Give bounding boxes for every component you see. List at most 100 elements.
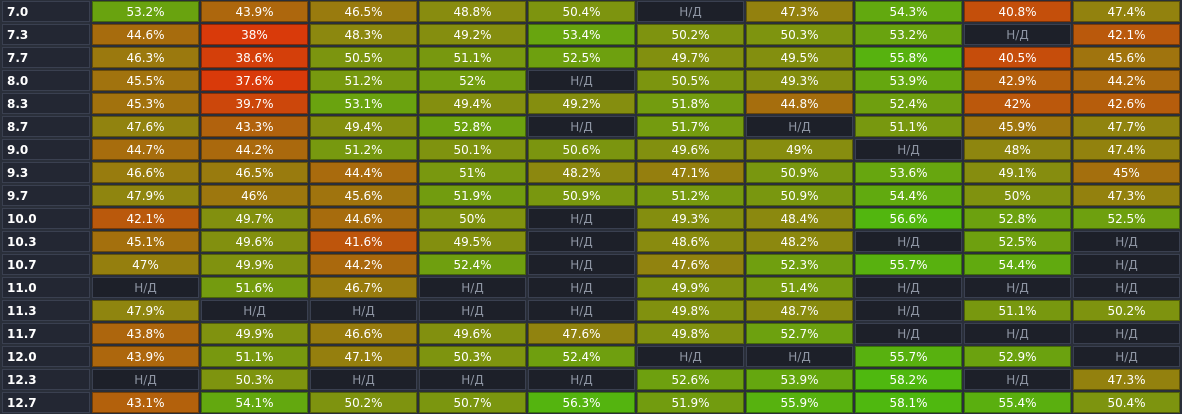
na-cell: Н/Д — [855, 231, 962, 252]
row-label: 7.3 — [2, 24, 90, 45]
value-cell: 49.6% — [637, 139, 744, 160]
value-cell: 50.2% — [310, 392, 417, 413]
value-cell: 38.6% — [201, 47, 308, 68]
row-label: 10.0 — [2, 208, 90, 229]
value-cell: 50.6% — [528, 139, 635, 160]
value-cell: 50.4% — [1073, 392, 1180, 413]
value-cell: 50.1% — [419, 139, 526, 160]
row-label: 12.7 — [2, 392, 90, 413]
value-cell: 52.9% — [964, 346, 1071, 367]
row-label: 7.0 — [2, 1, 90, 22]
value-cell: 52.8% — [964, 208, 1071, 229]
value-cell: 49.7% — [637, 47, 744, 68]
na-cell: Н/Д — [419, 369, 526, 390]
value-cell: 52% — [419, 70, 526, 91]
value-cell: 54.1% — [201, 392, 308, 413]
value-cell: 53.2% — [855, 24, 962, 45]
na-cell: Н/Д — [528, 254, 635, 275]
na-cell: Н/Д — [528, 70, 635, 91]
value-cell: 47.3% — [1073, 185, 1180, 206]
value-cell: 47.6% — [637, 254, 744, 275]
value-cell: 51.9% — [637, 392, 744, 413]
value-cell: 51.7% — [637, 116, 744, 137]
value-cell: 42.9% — [964, 70, 1071, 91]
value-cell: 51.1% — [419, 47, 526, 68]
value-cell: 50.2% — [1073, 300, 1180, 321]
value-cell: 52.4% — [855, 93, 962, 114]
na-cell: Н/Д — [528, 208, 635, 229]
value-cell: 45.5% — [92, 70, 199, 91]
na-cell: Н/Д — [310, 300, 417, 321]
value-cell: 49.9% — [201, 323, 308, 344]
value-cell: 54.4% — [964, 254, 1071, 275]
value-cell: 49.8% — [637, 300, 744, 321]
value-cell: 47.6% — [92, 116, 199, 137]
value-cell: 48.2% — [746, 231, 853, 252]
row-label: 10.3 — [2, 231, 90, 252]
value-cell: 52.6% — [637, 369, 744, 390]
value-cell: 50.9% — [746, 185, 853, 206]
na-cell: Н/Д — [1073, 323, 1180, 344]
na-cell: Н/Д — [528, 116, 635, 137]
value-cell: 52.5% — [964, 231, 1071, 252]
value-cell: 47.3% — [746, 1, 853, 22]
value-cell: 37.6% — [201, 70, 308, 91]
value-cell: 38% — [201, 24, 308, 45]
value-cell: 44.6% — [92, 24, 199, 45]
value-cell: 45% — [1073, 162, 1180, 183]
na-cell: Н/Д — [310, 369, 417, 390]
na-cell: Н/Д — [855, 300, 962, 321]
row-label: 8.0 — [2, 70, 90, 91]
value-cell: 53.9% — [746, 369, 853, 390]
value-cell: 50.9% — [528, 185, 635, 206]
value-cell: 54.4% — [855, 185, 962, 206]
value-cell: 49.3% — [746, 70, 853, 91]
value-cell: 48% — [964, 139, 1071, 160]
value-cell: 45.6% — [1073, 47, 1180, 68]
value-cell: 44.2% — [310, 254, 417, 275]
na-cell: Н/Д — [964, 277, 1071, 298]
na-cell: Н/Д — [419, 277, 526, 298]
value-cell: 47.9% — [92, 185, 199, 206]
value-cell: 49.9% — [201, 254, 308, 275]
row-label: 7.7 — [2, 47, 90, 68]
value-cell: 47.4% — [1073, 139, 1180, 160]
value-cell: 50.7% — [419, 392, 526, 413]
value-cell: 44.6% — [310, 208, 417, 229]
value-cell: 47.1% — [310, 346, 417, 367]
value-cell: 44.7% — [92, 139, 199, 160]
value-cell: 52.4% — [528, 346, 635, 367]
value-cell: 50.5% — [310, 47, 417, 68]
value-cell: 45.3% — [92, 93, 199, 114]
value-cell: 55.7% — [855, 346, 962, 367]
row-label: 9.3 — [2, 162, 90, 183]
na-cell: Н/Д — [528, 277, 635, 298]
value-cell: 43.9% — [92, 346, 199, 367]
na-cell: Н/Д — [528, 300, 635, 321]
na-cell: Н/Д — [964, 323, 1071, 344]
value-cell: 41.6% — [310, 231, 417, 252]
value-cell: 53.4% — [528, 24, 635, 45]
na-cell: Н/Д — [855, 139, 962, 160]
value-cell: 43.1% — [92, 392, 199, 413]
na-cell: Н/Д — [1073, 231, 1180, 252]
value-cell: 56.6% — [855, 208, 962, 229]
na-cell: Н/Д — [201, 300, 308, 321]
na-cell: Н/Д — [1073, 346, 1180, 367]
na-cell: Н/Д — [1073, 254, 1180, 275]
value-cell: 53.9% — [855, 70, 962, 91]
value-cell: 49.1% — [964, 162, 1071, 183]
value-cell: 42.1% — [92, 208, 199, 229]
value-cell: 48.6% — [637, 231, 744, 252]
value-cell: 47.4% — [1073, 1, 1180, 22]
value-cell: 52.5% — [528, 47, 635, 68]
na-cell: Н/Д — [964, 24, 1071, 45]
na-cell: Н/Д — [92, 277, 199, 298]
value-cell: 46.7% — [310, 277, 417, 298]
value-cell: 49.3% — [637, 208, 744, 229]
value-cell: 51.8% — [637, 93, 744, 114]
value-cell: 50.2% — [637, 24, 744, 45]
value-cell: 51.9% — [419, 185, 526, 206]
value-cell: 48.2% — [528, 162, 635, 183]
